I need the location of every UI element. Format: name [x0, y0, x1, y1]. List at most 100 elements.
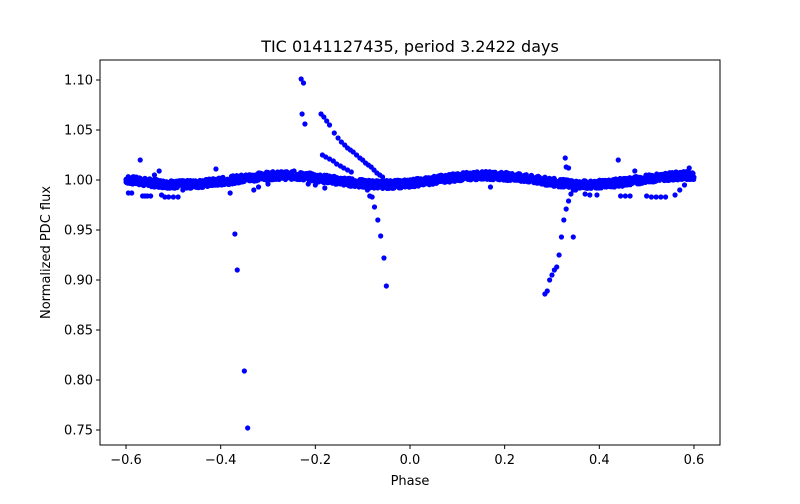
baseline-point: [238, 172, 244, 178]
x-axis-label: Phase: [391, 474, 430, 489]
data-point: [565, 165, 572, 171]
data-point: [326, 122, 333, 128]
data-point: [658, 194, 664, 200]
data-point: [348, 169, 354, 175]
data-point: [618, 193, 624, 199]
data-point: [371, 204, 378, 210]
y-tick-label: 0.95: [64, 224, 93, 239]
data-point: [364, 187, 370, 193]
data-point: [227, 190, 233, 196]
data-point: [653, 194, 659, 200]
data-points: [123, 76, 697, 431]
data-point: [232, 231, 238, 237]
y-tick-label: 0.90: [64, 274, 93, 289]
data-point: [573, 187, 579, 193]
data-point: [265, 181, 271, 187]
data-point: [644, 193, 650, 199]
data-point: [148, 193, 154, 199]
data-point: [388, 184, 394, 190]
data-point: [123, 179, 129, 185]
y-tick-label: 1.00: [64, 174, 93, 189]
data-point: [284, 175, 290, 181]
data-point: [594, 192, 600, 198]
data-point: [565, 198, 572, 204]
data-point: [587, 192, 593, 198]
data-point: [554, 264, 560, 270]
data-point: [689, 171, 695, 177]
x-tick-label: 0.6: [684, 453, 705, 468]
data-point: [350, 149, 356, 155]
data-point: [175, 194, 181, 200]
x-tick-label: −0.4: [205, 453, 237, 468]
data-point: [677, 187, 683, 193]
data-point: [558, 234, 565, 240]
x-axis-ticks: −0.6 −0.4 −0.2 0.0 0.2 0.4 0.6: [110, 445, 704, 468]
data-point: [381, 255, 387, 261]
y-tick-label: 1.10: [64, 74, 93, 89]
data-point: [556, 252, 562, 258]
data-point: [549, 272, 555, 278]
data-point: [350, 181, 356, 187]
data-point: [305, 181, 311, 187]
data-point: [334, 181, 340, 187]
data-point: [627, 193, 633, 199]
x-tick-label: 0.0: [400, 453, 421, 468]
data-point: [582, 191, 588, 197]
x-tick-label: 0.4: [589, 453, 610, 468]
chart-title: TIC 0141127435, period 3.2422 days: [260, 37, 559, 56]
x-tick-label: 0.2: [494, 453, 515, 468]
data-point: [255, 184, 262, 190]
data-point: [137, 157, 143, 163]
data-point: [234, 267, 240, 273]
data-point: [180, 187, 186, 193]
x-tick-label: −0.2: [300, 453, 332, 468]
data-point: [322, 185, 328, 191]
data-point: [302, 121, 308, 127]
data-point: [547, 277, 553, 283]
data-point: [393, 182, 399, 188]
data-point: [170, 194, 176, 200]
data-point: [686, 165, 692, 171]
data-point: [298, 76, 304, 82]
y-tick-label: 1.05: [64, 124, 93, 139]
data-point: [213, 166, 219, 172]
data-point: [570, 234, 576, 240]
data-point: [331, 130, 337, 136]
data-point: [299, 111, 305, 117]
data-point: [245, 425, 251, 431]
data-point: [321, 114, 327, 120]
y-axis-ticks: 0.75 0.80 0.85 0.90 0.95 1.00 1.05 1.10: [64, 74, 100, 439]
y-tick-label: 0.80: [64, 374, 93, 389]
data-point: [662, 194, 669, 200]
data-point: [383, 283, 389, 289]
data-point: [622, 193, 628, 199]
data-point: [166, 194, 172, 200]
data-point: [632, 168, 638, 174]
data-point: [330, 158, 336, 164]
data-point: [544, 288, 550, 294]
data-point: [360, 184, 366, 190]
data-point: [251, 187, 257, 193]
data-point: [561, 217, 567, 223]
data-point: [341, 182, 347, 188]
data-point: [353, 152, 360, 158]
data-point: [312, 182, 318, 188]
data-point: [615, 157, 621, 163]
y-tick-label: 0.85: [64, 324, 93, 339]
y-tick-label: 0.75: [64, 424, 93, 439]
data-point: [379, 174, 386, 180]
data-point: [487, 184, 494, 190]
y-axis-label: Normalized PDC flux: [39, 186, 54, 319]
data-point: [162, 194, 168, 200]
data-point: [151, 172, 158, 178]
data-point: [562, 155, 568, 161]
data-point: [291, 168, 297, 174]
data-point: [681, 182, 688, 188]
data-point: [563, 206, 569, 212]
data-point: [648, 194, 654, 200]
data-point: [369, 194, 375, 200]
data-point: [672, 192, 678, 198]
data-point: [568, 191, 574, 197]
